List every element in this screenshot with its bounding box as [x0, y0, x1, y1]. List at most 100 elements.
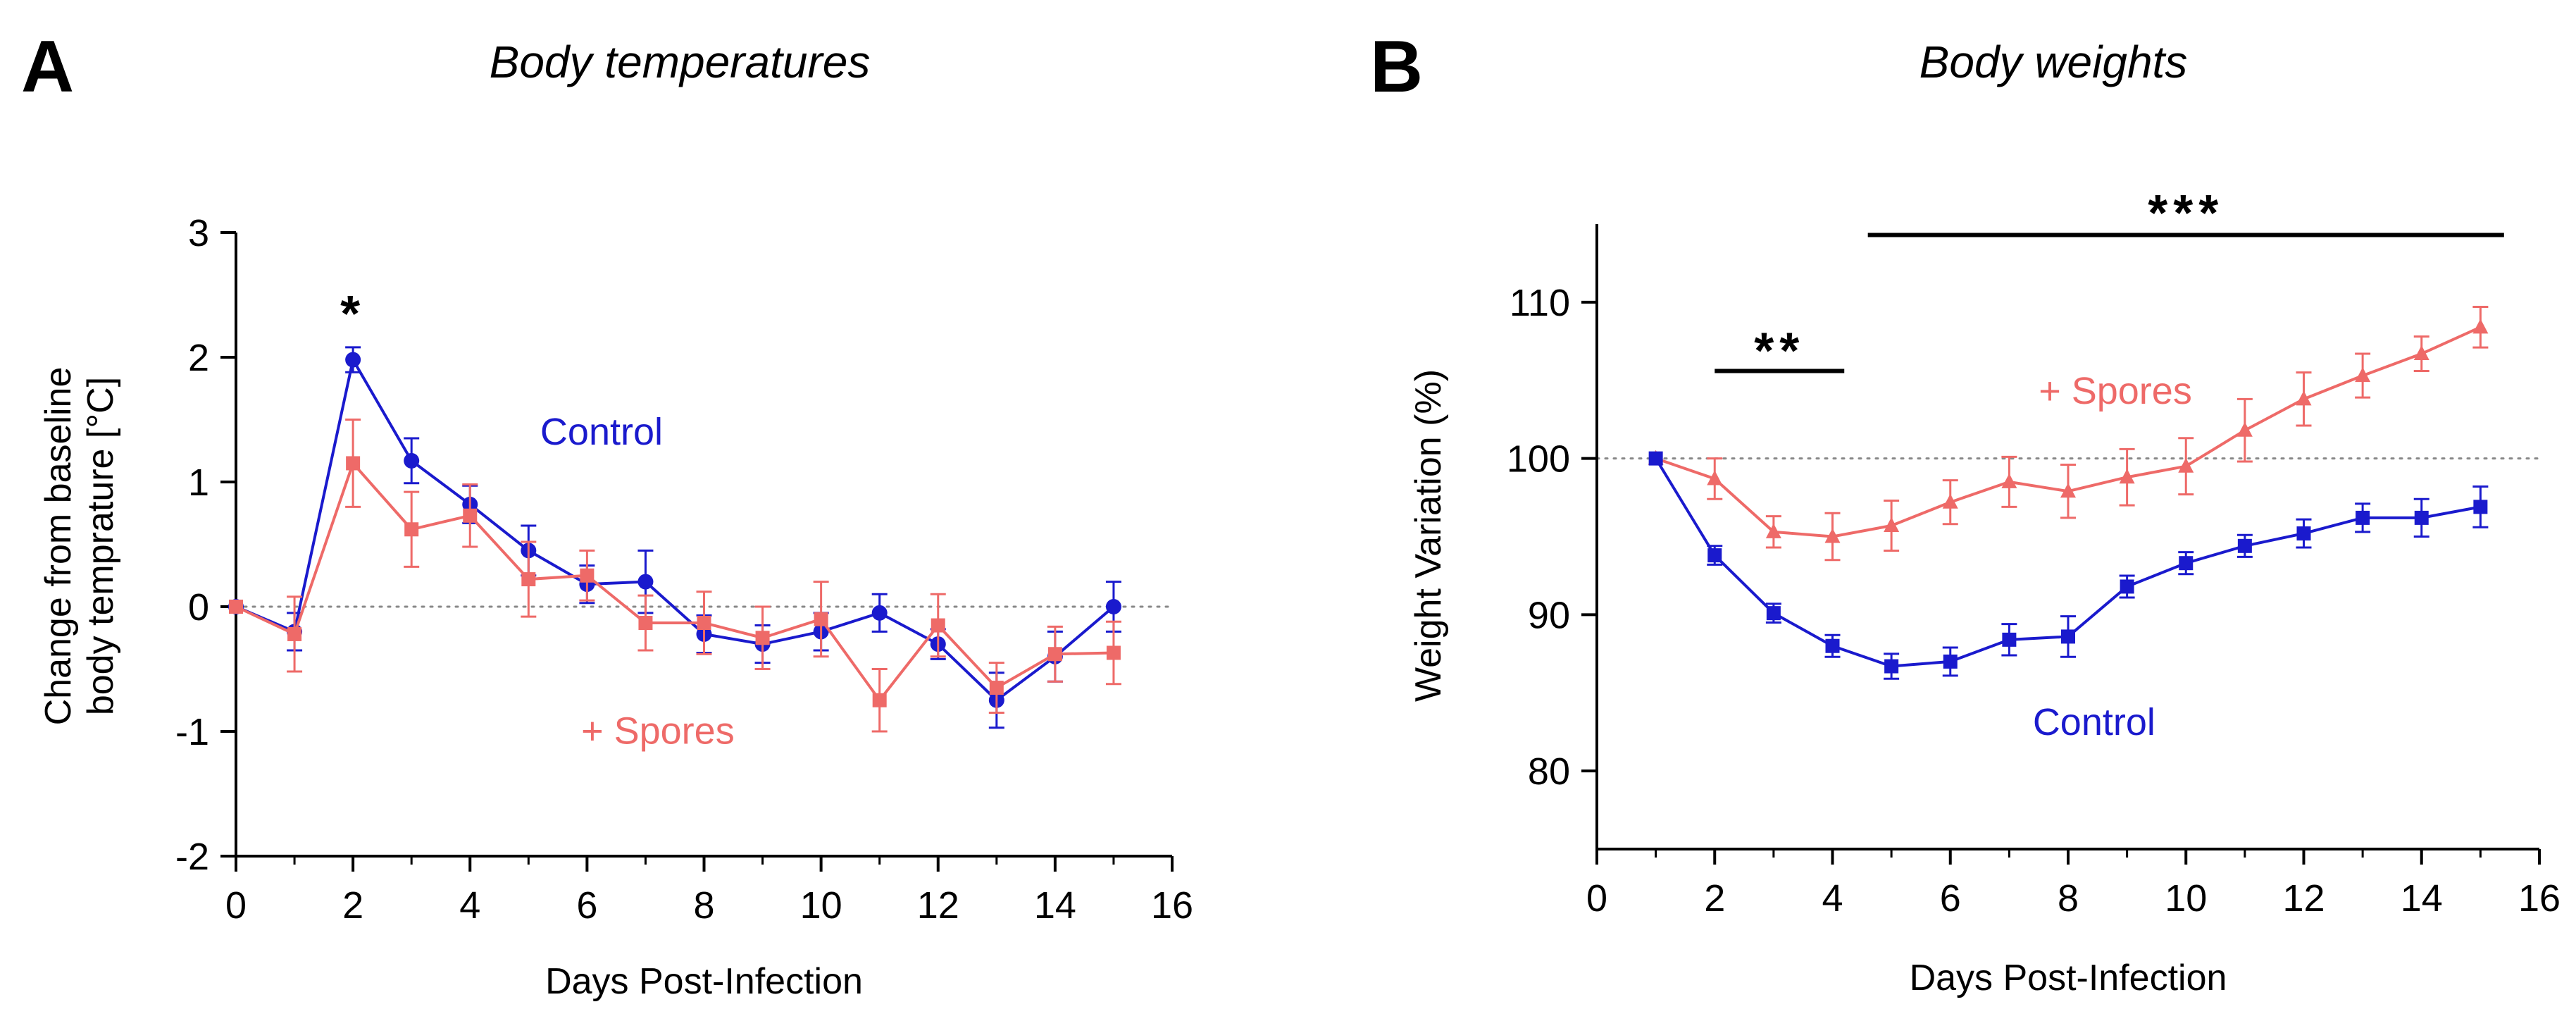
series-line — [235, 358, 1115, 702]
data-point — [638, 616, 653, 631]
data-point — [404, 522, 419, 537]
series-label: Control — [2033, 701, 2155, 743]
y-tick-label: 2 — [188, 337, 209, 379]
significance-label: *** — [2148, 185, 2224, 242]
x-tick-label: 8 — [2058, 877, 2079, 920]
data-point — [2355, 367, 2371, 383]
data-point — [1766, 606, 1781, 621]
data-point — [1943, 654, 1958, 669]
y-tick-label: 0 — [188, 586, 209, 629]
panel-letter: A — [21, 26, 74, 108]
series-line — [235, 462, 1114, 702]
data-point — [814, 612, 828, 626]
x-tick-label: 4 — [459, 884, 480, 927]
series-label: + Spores — [2039, 370, 2192, 412]
x-tick-label: 2 — [342, 884, 363, 927]
data-point — [697, 616, 711, 631]
data-point — [2002, 632, 2017, 647]
y-tick-label: 110 — [1510, 282, 1570, 324]
data-point — [2296, 390, 2312, 406]
y-tick-label: -2 — [175, 836, 209, 878]
data-point — [2296, 526, 2311, 541]
series-spores: + Spores — [1648, 306, 2489, 562]
data-point — [2060, 483, 2076, 498]
series-control: Control — [1648, 451, 2489, 743]
data-point — [2119, 469, 2135, 484]
data-point — [1765, 523, 1781, 538]
data-point — [1707, 470, 1723, 485]
y-tick-label: -1 — [175, 711, 209, 753]
data-point — [345, 352, 361, 368]
series-label: + Spores — [581, 710, 735, 753]
x-axis-label: Days Post-Infection — [1910, 958, 2227, 998]
data-point — [404, 452, 420, 469]
x-tick-label: 4 — [1822, 877, 1843, 920]
data-point — [1884, 659, 1899, 674]
x-tick-label: 10 — [2165, 877, 2207, 920]
x-tick-label: 10 — [800, 884, 842, 927]
data-point — [521, 572, 536, 587]
series-label: Control — [540, 411, 663, 453]
data-point — [2236, 421, 2253, 437]
x-tick-label: 0 — [225, 884, 247, 927]
x-tick-label: 6 — [576, 884, 597, 927]
data-point — [871, 605, 888, 621]
data-point — [2237, 538, 2252, 553]
x-tick-label: 8 — [693, 884, 714, 927]
chart-title: Body weights — [1919, 37, 2188, 87]
y-axis-label: Weight Variation (%) — [1408, 369, 1449, 702]
data-point — [2120, 579, 2134, 594]
data-point — [1648, 451, 1663, 466]
data-point — [2178, 457, 2194, 473]
data-point — [2061, 629, 2075, 644]
x-tick-label: 16 — [1151, 884, 1193, 927]
data-point — [2414, 510, 2429, 525]
x-tick-label: 2 — [1704, 877, 1725, 920]
data-point — [1106, 645, 1121, 660]
x-tick-label: 0 — [1586, 877, 1607, 920]
data-point — [755, 631, 770, 645]
data-point — [463, 508, 478, 523]
data-point — [346, 456, 361, 471]
data-point — [931, 618, 945, 633]
y-tick-label: 100 — [1507, 438, 1570, 481]
series-control: Control — [228, 346, 1121, 729]
x-tick-label: 14 — [2401, 877, 2443, 920]
data-point — [1824, 528, 1841, 543]
data-point — [2472, 318, 2489, 334]
panel-letter: B — [1370, 26, 1423, 108]
data-point — [287, 626, 302, 641]
data-point — [2179, 556, 2194, 571]
data-point — [229, 600, 243, 614]
y-tick-label: 1 — [188, 462, 209, 504]
x-tick-label: 6 — [1940, 877, 1961, 920]
x-axis-label: Days Post-Infection — [545, 961, 863, 1002]
significance-label: ** — [1754, 323, 1805, 379]
data-point — [989, 681, 1004, 695]
x-tick-label: 16 — [2518, 877, 2561, 920]
data-point — [1884, 516, 1900, 532]
data-point — [1047, 647, 1062, 662]
data-point — [1105, 599, 1121, 614]
chart-title: Body temperatures — [490, 37, 871, 87]
y-axis-label-line-1: Change from baseline — [38, 367, 79, 726]
y-axis-label-line-2: body temprature [°C] — [80, 377, 121, 715]
panel-b: B Body weights 0 2 4 6 8 10 12 14 16 80 90 100 110 Days… — [1370, 26, 2561, 998]
data-point — [580, 568, 595, 583]
data-point — [2413, 345, 2429, 361]
data-point — [1707, 548, 1722, 563]
data-point — [637, 574, 654, 590]
data-point — [2356, 510, 2370, 525]
data-point — [872, 693, 887, 707]
data-point — [2473, 500, 2488, 514]
significance-label: * — [340, 286, 366, 342]
data-point — [1942, 493, 1958, 509]
x-tick-label: 12 — [917, 884, 959, 927]
x-tick-label: 14 — [1034, 884, 1076, 927]
y-tick-label: 80 — [1528, 750, 1570, 793]
data-point — [1825, 638, 1840, 653]
series-spores: + Spores — [229, 419, 1121, 753]
y-tick-label: 3 — [188, 212, 209, 254]
